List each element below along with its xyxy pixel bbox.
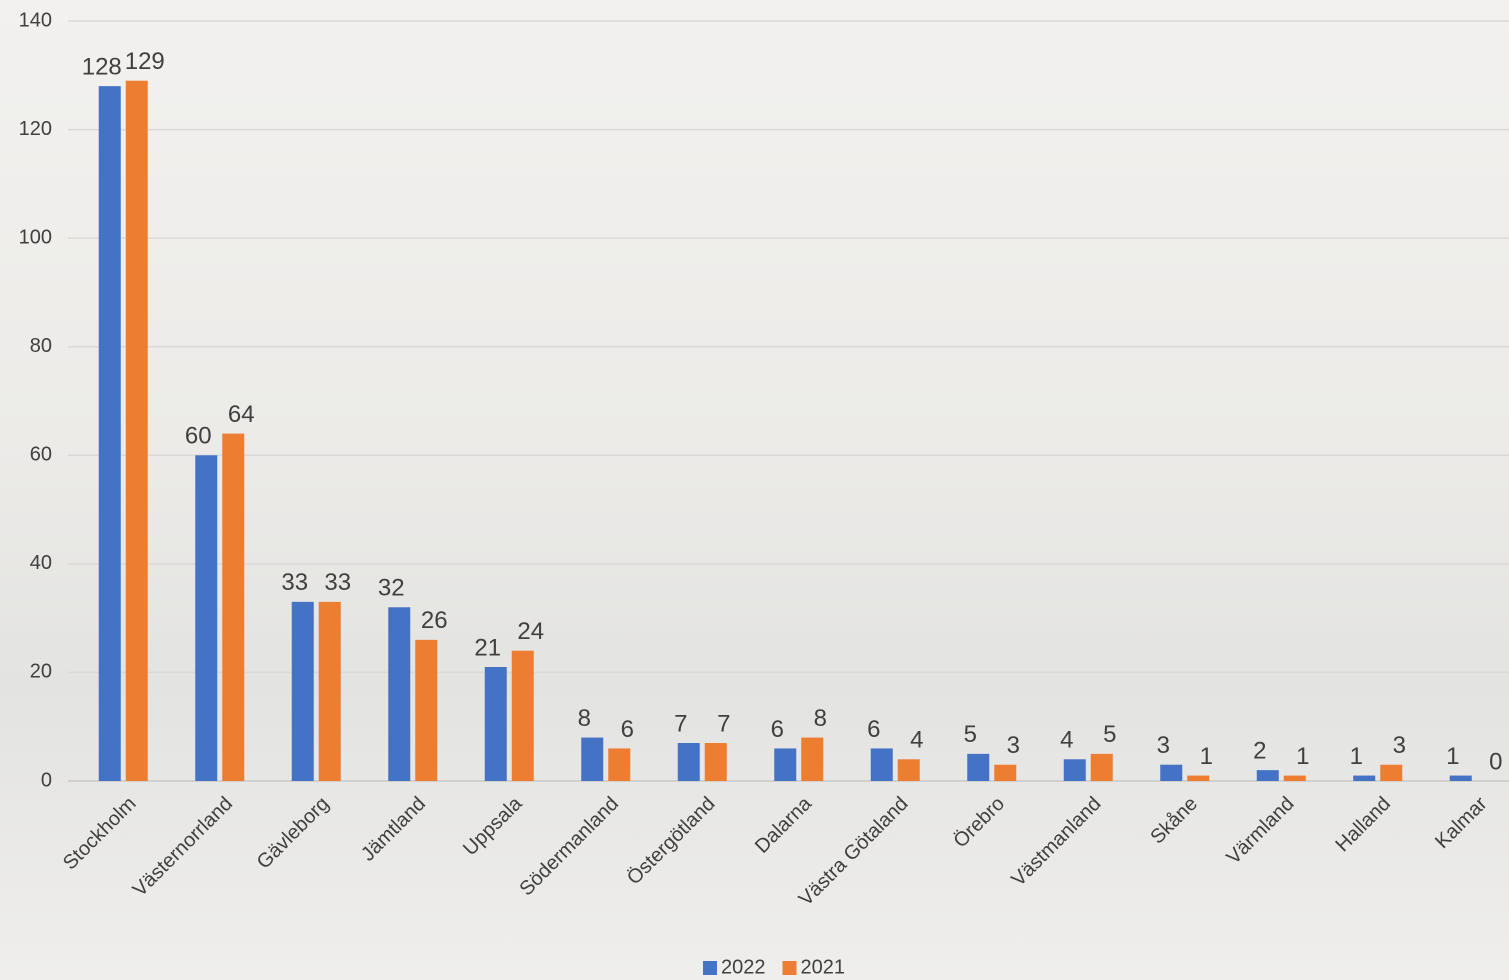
data-label: 1 <box>1446 743 1459 770</box>
data-label: 4 <box>910 727 923 754</box>
y-tick-label: 80 <box>30 335 52 357</box>
data-label: 6 <box>771 716 784 743</box>
x-tick-label: Örebro <box>949 793 1009 853</box>
bar <box>222 433 245 781</box>
data-label: 2 <box>1253 737 1266 764</box>
x-tick-label: Södermanland <box>515 793 623 901</box>
data-label: 5 <box>964 721 977 748</box>
data-label: 24 <box>517 618 544 645</box>
data-label: 5 <box>1103 721 1116 748</box>
bar <box>967 753 990 781</box>
bar <box>318 601 341 781</box>
data-label: 3 <box>1007 732 1020 759</box>
bar <box>608 748 631 781</box>
x-tick-label: Gävleborg <box>253 793 334 874</box>
data-label: 1 <box>1296 743 1309 770</box>
data-label: 1 <box>1200 743 1213 770</box>
data-label: 32 <box>378 575 405 602</box>
legend-label: 2021 <box>801 956 846 978</box>
y-tick-label: 100 <box>19 226 52 248</box>
data-label: 7 <box>717 710 730 737</box>
data-label: 129 <box>125 48 165 75</box>
data-label: 3 <box>1393 732 1406 759</box>
data-label: 60 <box>185 423 212 450</box>
bar <box>1187 775 1210 781</box>
bar <box>1283 775 1306 781</box>
data-label: 64 <box>228 401 255 428</box>
x-tick-label: Uppsala <box>459 792 527 860</box>
bar <box>195 455 218 781</box>
bar <box>774 748 797 781</box>
bar <box>1090 753 1113 781</box>
bar <box>1256 770 1279 781</box>
data-label: 3 <box>1157 732 1170 759</box>
x-tick-label: Jämtland <box>357 793 430 866</box>
data-label: 26 <box>421 607 448 634</box>
data-label: 4 <box>1060 727 1073 754</box>
x-tick-label: Västernorrland <box>129 793 237 901</box>
bar <box>388 607 411 781</box>
y-tick-label: 40 <box>30 552 52 574</box>
bar <box>415 639 438 781</box>
bar <box>98 86 121 781</box>
legend-swatch <box>782 961 797 975</box>
bar <box>581 737 604 781</box>
data-label: 21 <box>474 634 501 661</box>
bar <box>1160 764 1183 781</box>
bar <box>484 667 507 781</box>
bar <box>870 748 893 781</box>
y-tick-label: 20 <box>30 661 52 683</box>
y-tick-label: 120 <box>19 118 52 140</box>
bar <box>1449 775 1472 781</box>
bar <box>291 601 314 781</box>
data-label: 6 <box>621 716 634 743</box>
y-tick-label: 0 <box>41 769 52 791</box>
bar <box>125 80 148 781</box>
bar <box>511 650 534 781</box>
bar <box>801 737 824 781</box>
bar <box>994 764 1017 781</box>
x-tick-label: Kalmar <box>1431 792 1492 853</box>
data-label: 8 <box>814 705 827 732</box>
legend-label: 2022 <box>721 956 766 978</box>
data-label: 33 <box>324 569 351 596</box>
y-tick-label: 60 <box>30 444 52 466</box>
bar <box>704 743 727 781</box>
x-tick-label: Värmland <box>1222 793 1298 869</box>
bar <box>1353 775 1376 781</box>
legend-swatch <box>703 961 717 975</box>
x-tick-label: Dalarna <box>751 792 817 858</box>
x-tick-label: Västmanland <box>1007 793 1105 891</box>
x-tick-label: Östergötland <box>623 793 720 890</box>
data-label: 6 <box>867 716 880 743</box>
x-tick-label: Skåne <box>1146 793 1202 849</box>
y-tick-label: 140 <box>19 9 52 31</box>
bar <box>677 743 700 781</box>
data-label: 7 <box>674 710 687 737</box>
bar <box>1380 764 1403 781</box>
data-label: 128 <box>82 53 122 80</box>
bar <box>897 759 920 781</box>
data-label: 8 <box>578 705 591 732</box>
bar <box>1063 759 1086 781</box>
x-tick-label: Halland <box>1332 793 1396 857</box>
x-tick-label: Stockholm <box>59 793 141 875</box>
data-label: 33 <box>281 569 308 596</box>
data-label: 0 <box>1489 748 1502 775</box>
data-label: 1 <box>1350 743 1363 770</box>
